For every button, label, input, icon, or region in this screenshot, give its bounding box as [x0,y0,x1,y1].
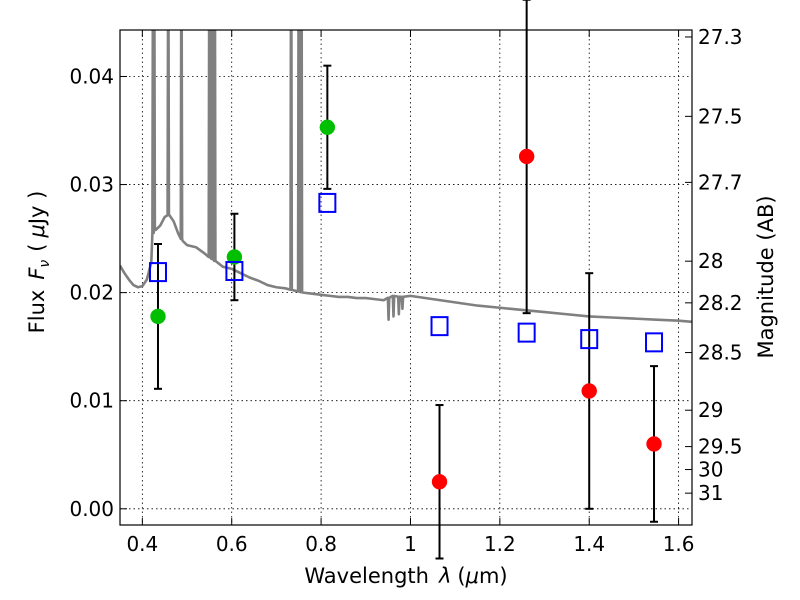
detection-marker [319,119,336,136]
detection-marker [226,249,243,265]
x-tick-label: 1.4 [573,532,605,556]
y2-tick-label: 29.5 [698,435,743,459]
y2-axis-label: Magnitude (AB) [754,195,778,358]
y2-tick-label: 27.3 [698,25,743,49]
non-detection-marker [518,148,535,165]
y-axis-ticks: 0.00 0.01 0.02 0.03 0.04 [69,64,127,521]
y2-tick-label: 29 [698,398,723,422]
model-photometry-marker [517,322,536,343]
y-axis-label: FluxFν(μJy ) [25,191,53,334]
y2-tick-label: 28.2 [698,291,743,315]
x-tick-label: 1.6 [663,532,695,556]
model-photometry-marker [225,261,244,282]
y2-tick-label: 28.5 [698,341,743,365]
model-photometry-marker [645,332,664,353]
y-tick-label: 0.01 [69,389,114,413]
x-tick-label: 0.8 [305,532,337,556]
data-points [148,0,664,560]
x-tick-label: 1.2 [484,532,516,556]
y2-tick-label: 31 [698,481,723,505]
y2-tick-label: 27.5 [698,104,743,128]
x-axis-label: Wavelength λ (μm) [304,564,507,588]
y2-tick-label: 30 [698,458,723,482]
y-tick-label: 0.00 [69,497,114,521]
model-photometry-marker [148,262,167,283]
non-detection-marker [646,436,662,452]
x-tick-label: 0.4 [126,532,158,556]
plot-frame [119,29,693,526]
model-spectrum [120,30,692,324]
y-tick-label: 0.04 [69,64,114,88]
y-tick-label: 0.02 [69,281,114,305]
model-photometry-marker [318,192,337,213]
y2-tick-label: 27.7 [698,170,743,194]
model-photometry-marker [580,329,599,350]
y-tick-label: 0.03 [69,173,114,197]
y2-tick-label: 28 [698,249,723,273]
x-tick-label: 1 [404,532,417,556]
x-tick-label: 0.6 [216,532,248,556]
non-detection-marker [581,383,597,399]
x-axis-ticks: 0.4 0.6 0.8 1 1.2 1.4 1.6 [126,30,695,556]
spectrum-line [120,30,692,324]
model-photometry-marker [430,316,449,337]
non-detection-marker [431,474,448,490]
detection-marker [150,308,166,325]
grid-lines [120,30,692,525]
